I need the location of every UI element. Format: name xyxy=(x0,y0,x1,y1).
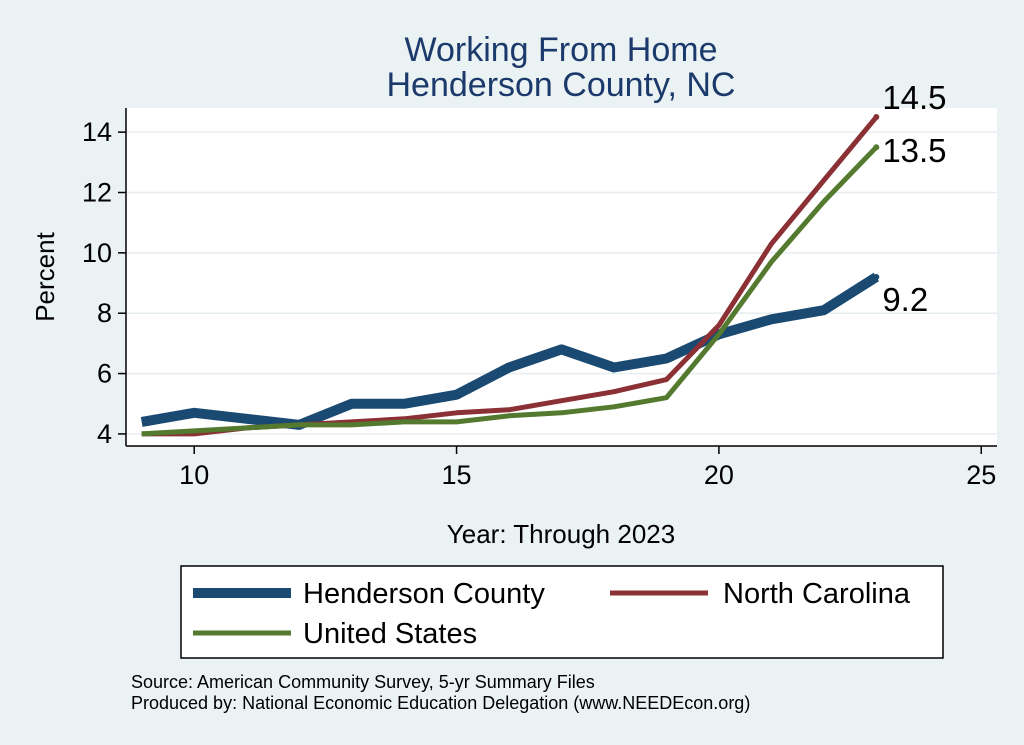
end-labels: 9.2 14.5 13.5 xyxy=(882,79,946,318)
x-axis-title: Year: Through 2023 xyxy=(447,519,675,549)
y-tick-label-8: 8 xyxy=(97,298,112,328)
series-end-point-henderson-county xyxy=(873,274,880,280)
legend: Henderson County North Carolina United S… xyxy=(180,565,944,659)
y-tick-label-6: 6 xyxy=(97,359,112,389)
x-tick-label-20: 20 xyxy=(704,460,734,490)
chart-title-line-2: Henderson County, NC xyxy=(387,66,736,104)
series-line-united-states xyxy=(141,145,879,437)
legend-box xyxy=(180,565,944,659)
y-tick-label-4: 4 xyxy=(97,419,112,449)
x-tick-label-25: 25 xyxy=(966,460,996,490)
y-tick-label-12: 12 xyxy=(82,178,112,208)
series-end-point-north-carolina xyxy=(873,114,880,121)
legend-label-united-states: United States xyxy=(303,618,477,650)
plot-area xyxy=(126,108,997,446)
produced-by-note: Produced by: National Economic Education… xyxy=(131,693,750,713)
gridlines xyxy=(126,131,997,435)
x-tick-label-15: 15 xyxy=(442,460,472,490)
end-label-henderson-county: 9.2 xyxy=(882,281,928,318)
legend-label-henderson-county: Henderson County xyxy=(303,578,545,610)
axes: 4 6 8 10 12 14 10 15 20 25 xyxy=(82,108,997,490)
end-label-united-states: 13.5 xyxy=(882,132,946,169)
series-line-henderson-county xyxy=(140,272,879,430)
end-label-north-carolina: 14.5 xyxy=(882,79,946,116)
series-end-point-united-states xyxy=(873,144,880,151)
y-axis-title: Percent xyxy=(30,231,60,321)
series-lines xyxy=(140,114,880,437)
chart-title-line-1: Working From Home xyxy=(405,31,718,69)
y-tick-label-14: 14 xyxy=(82,117,112,147)
y-tick-label-10: 10 xyxy=(82,238,112,268)
x-tick-label-10: 10 xyxy=(179,460,209,490)
legend-label-north-carolina: North Carolina xyxy=(723,578,911,610)
source-note: Source: American Community Survey, 5-yr … xyxy=(131,672,595,692)
